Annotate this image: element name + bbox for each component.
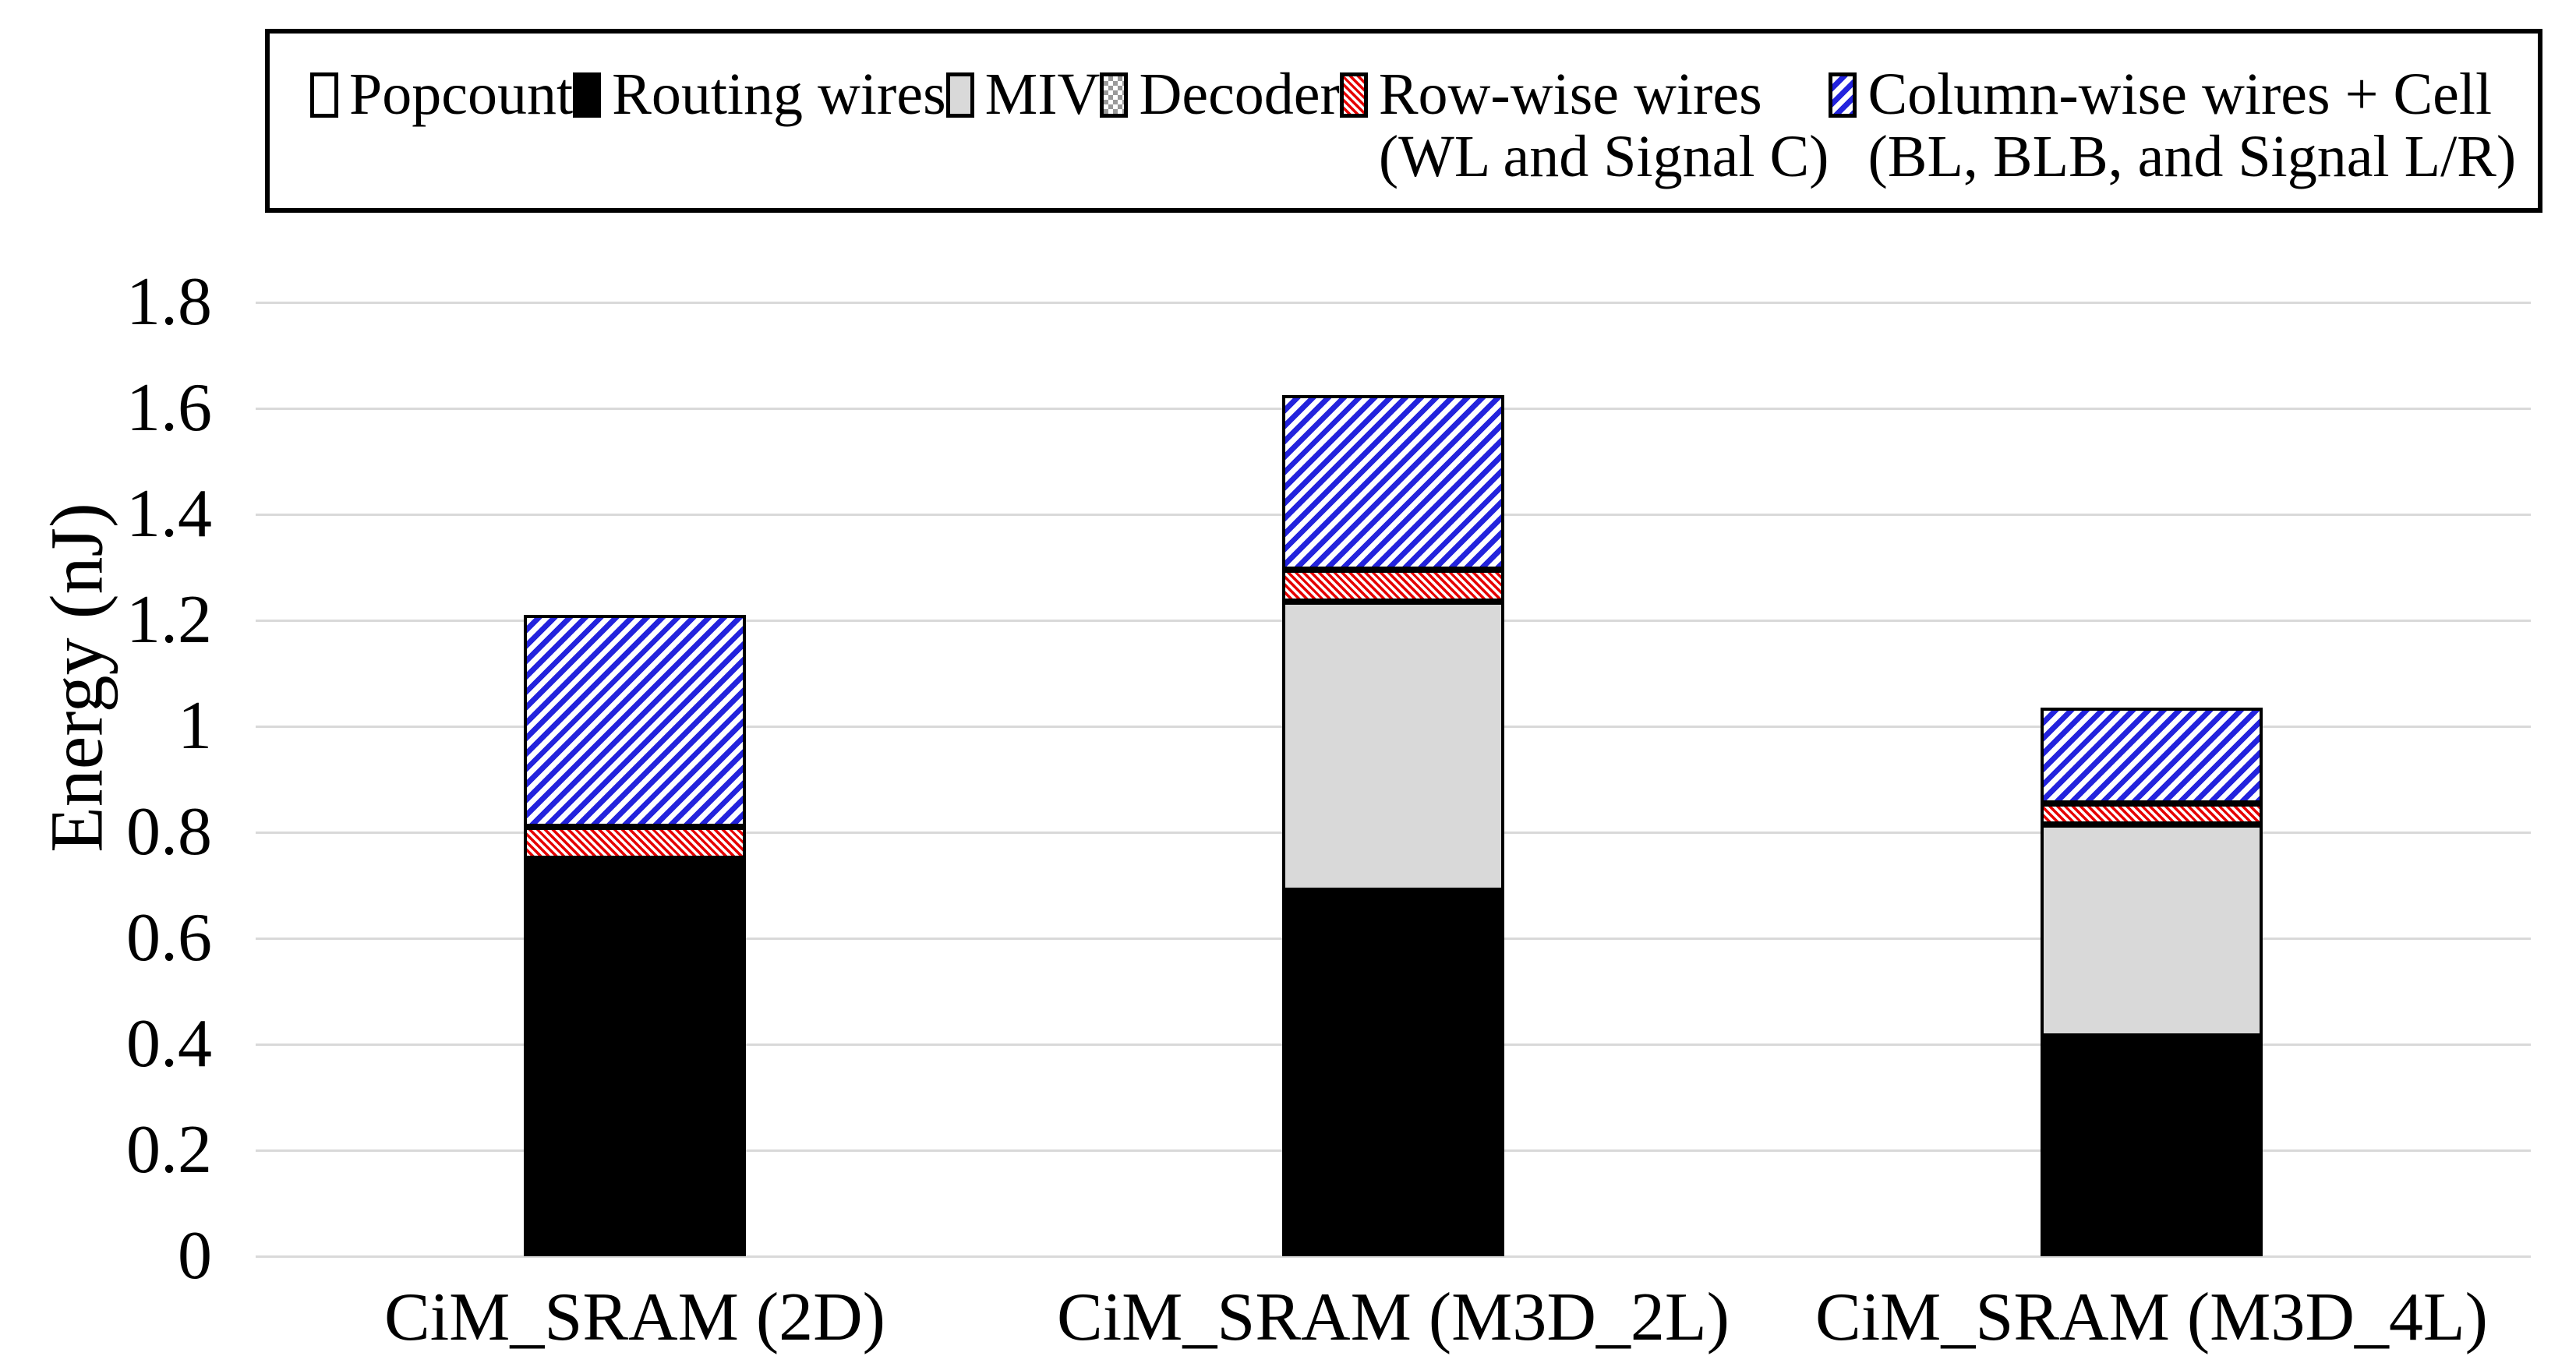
x-category-label: CiM_SRAM (M3D_4L) — [1815, 1280, 2488, 1355]
y-tick-label: 0.6 — [126, 900, 212, 976]
y-tick-label: 1.2 — [126, 582, 212, 658]
legend-swatch-blue-hatch-icon — [1829, 72, 1857, 118]
gridline — [256, 302, 2531, 304]
legend-swatch-black-icon — [573, 72, 602, 118]
legend-label: Popcount — [349, 62, 574, 127]
legend-swatch-gray-icon — [945, 72, 974, 118]
y-tick-label: 1.4 — [126, 476, 212, 552]
bar-segment-gray — [1282, 602, 1504, 891]
legend-item: Row-wise wires (WL and Signal C) — [1339, 62, 1829, 189]
bar-segment-red-hatch — [524, 827, 746, 859]
x-category-label: CiM_SRAM (M3D_2L) — [1057, 1280, 1730, 1355]
legend-swatch-checker-icon — [1100, 72, 1129, 118]
y-tick-label: 0 — [178, 1218, 212, 1294]
y-tick-label: 0.2 — [126, 1112, 212, 1188]
bar-segment-gray — [2041, 824, 2263, 1036]
legend-swatch-red-hatch-icon — [1339, 72, 1368, 118]
legend: Popcount Routing wires MIV Decoder Row-wise … — [265, 29, 2542, 213]
bar-segment-black — [524, 859, 746, 1256]
gridline — [256, 1255, 2531, 1258]
legend-label: Row-wise wires (WL and Signal C) — [1378, 62, 1829, 189]
x-category-label: CiM_SRAM (2D) — [384, 1280, 885, 1355]
legend-label: MIV — [984, 62, 1101, 127]
bar-segment-black — [2041, 1036, 2263, 1256]
bar-segment-red-hatch — [1282, 570, 1504, 602]
legend-item: MIV — [945, 62, 1101, 127]
y-tick-label: 1.8 — [126, 264, 212, 340]
legend-label: Column-wise wires + Cell (BL, BLB, and Si… — [1868, 62, 2517, 189]
legend-label: Routing wires — [612, 62, 946, 127]
bar-segment-black — [1282, 890, 1504, 1256]
y-tick-label: 0.8 — [126, 794, 212, 870]
bar-segment-blue-hatch — [2041, 708, 2263, 803]
y-tick-label: 1.6 — [126, 370, 212, 446]
legend-item: Routing wires — [573, 63, 946, 125]
bar-segment-blue-hatch — [524, 615, 746, 828]
legend-item: Decoder — [1100, 62, 1340, 127]
bar-segment-blue-hatch — [1282, 395, 1504, 570]
bar-segment-red-hatch — [2041, 803, 2263, 825]
y-tick-label: 1 — [178, 688, 212, 764]
y-tick-label: 0.4 — [126, 1006, 212, 1082]
legend-swatch-white-icon — [310, 72, 338, 118]
legend-label: Decoder — [1139, 62, 1340, 127]
legend-item: Column-wise wires + Cell (BL, BLB, and Si… — [1829, 63, 2516, 188]
legend-item: Popcount — [310, 63, 573, 125]
